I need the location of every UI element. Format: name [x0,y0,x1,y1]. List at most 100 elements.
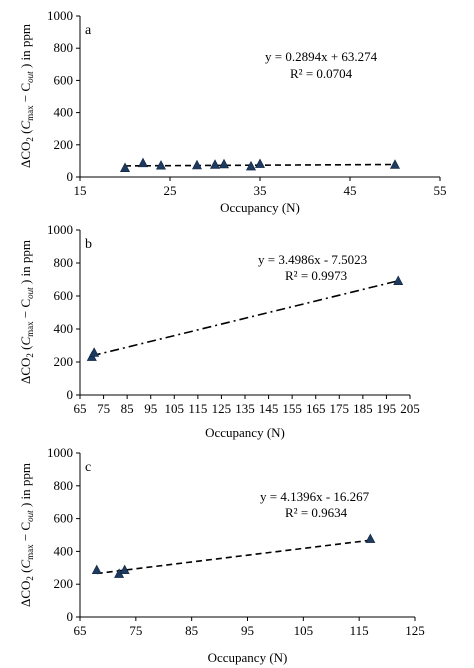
x-tick-label: 185 [353,401,373,416]
y-tick-label: 800 [54,40,74,55]
x-tick-label: 135 [235,401,255,416]
x-tick-label: 115 [350,623,369,638]
y-tick-label: 400 [54,105,74,120]
y-axis-title-part: ( [18,130,33,138]
y-tick-label: 0 [67,169,74,184]
x-tick-label: 175 [330,401,350,416]
x-tick-label: 105 [294,623,314,638]
y-tick-label: 400 [54,321,74,336]
x-tick-label: 15 [74,183,87,198]
data-point [138,157,148,168]
y-axis-title-part: max [25,544,35,560]
y-axis-title-part: − C [18,83,33,106]
y-axis-title-part: 2 [25,576,35,581]
y-axis-title-part: − C [18,522,33,545]
trendline [96,539,371,575]
y-axis-title-part: C [18,337,33,346]
y-axis-title-part: 2 [25,137,35,142]
x-axis-title: Occupancy (N) [220,200,300,215]
r-squared: R² = 0.0704 [290,66,353,81]
r-squared: R² = 0.9973 [285,268,347,283]
regression-equation: y = 4.1396x - 16.267 [260,489,370,504]
y-axis-title: ΔCO2 (Cmax − Cout ) in ppm [18,240,35,384]
x-tick-label: 95 [241,623,254,638]
x-tick-label: 85 [185,623,198,638]
data-point [365,533,376,543]
y-axis-title: ΔCO2 (Cmax − Cout ) in ppm [18,24,35,168]
x-tick-label: 125 [212,401,232,416]
y-axis-title-part: ΔCO [18,142,33,168]
y-tick-label: 1000 [47,8,73,23]
x-tick-label: 115 [188,401,207,416]
y-axis-title: ΔCO2 (Cmax − Cout ) in ppm [18,463,35,607]
x-tick-label: 65 [74,401,87,416]
x-tick-label: 205 [400,401,420,416]
panel-label: a [85,23,92,38]
y-tick-label: 0 [67,609,74,624]
x-tick-label: 25 [164,183,177,198]
x-tick-label: 145 [259,401,279,416]
regression-equation: y = 0.2894x + 63.274 [265,49,378,64]
data-point [390,159,400,169]
y-tick-label: 1000 [47,222,73,237]
panel-label: b [85,237,92,252]
y-tick-label: 600 [54,288,74,303]
data-point [91,564,102,575]
y-tick-label: 600 [54,511,74,526]
y-axis-title-part: 2 [25,353,35,358]
y-tick-label: 600 [54,72,74,87]
y-tick-label: 200 [54,576,74,591]
y-axis-title-part: max [25,321,35,337]
data-point [246,160,256,171]
x-tick-label: 65 [74,623,87,638]
data-point [89,347,100,357]
r-squared: R² = 0.9634 [285,505,348,520]
data-point [119,564,130,575]
y-tick-label: 800 [54,255,74,270]
x-tick-label: 125 [405,623,425,638]
y-axis-title-part: ( [18,346,33,354]
trendline [91,280,399,357]
data-point [255,158,265,168]
y-axis-title-part: ( [18,569,33,577]
y-axis-title-part: C [18,560,33,569]
y-tick-label: 200 [54,137,74,152]
x-tick-label: 45 [344,183,357,198]
y-tick-label: 200 [54,354,74,369]
data-point [192,159,202,170]
x-axis-title: Occupancy (N) [205,425,285,440]
x-tick-label: 165 [306,401,326,416]
y-axis-title-part: ΔCO [18,358,33,384]
y-axis-title-part: C [18,121,33,130]
regression-equation: y = 3.4986x - 7.5023 [258,252,367,267]
x-axis-title: Occupancy (N) [208,650,288,665]
y-axis-title-part: max [25,105,35,121]
x-tick-label: 155 [282,401,302,416]
y-axis-title-part: out [25,510,35,522]
y-tick-label: 0 [67,387,74,402]
x-tick-label: 75 [129,623,142,638]
y-tick-label: 400 [54,543,74,558]
y-tick-label: 800 [54,478,74,493]
y-axis-title-part: ΔCO [18,581,33,607]
panel-c: 0 200 400 600 800 1000 65 75 85 95 105 115 125 c y = 4… [18,445,425,665]
x-tick-label: 105 [165,401,185,416]
y-axis-title-part: out [25,287,35,299]
x-tick-label: 195 [377,401,397,416]
y-axis-title-part: ) in ppm [18,240,33,287]
y-axis-title-part: ) in ppm [18,463,33,510]
panel-a: 0 200 400 600 800 1000 15 25 35 45 55 a y = 0.2894x … [18,8,447,215]
x-tick-label: 55 [434,183,447,198]
data-point [156,160,166,170]
x-tick-label: 35 [254,183,267,198]
data-point [219,158,229,169]
data-point [120,162,130,172]
x-tick-label: 85 [121,401,134,416]
y-tick-label: 1000 [47,445,73,460]
y-axis-title-part: ) in ppm [18,24,33,71]
x-tick-label: 75 [97,401,110,416]
panel-label: c [85,460,91,475]
y-axis-title-part: out [25,71,35,83]
data-point [393,275,404,285]
